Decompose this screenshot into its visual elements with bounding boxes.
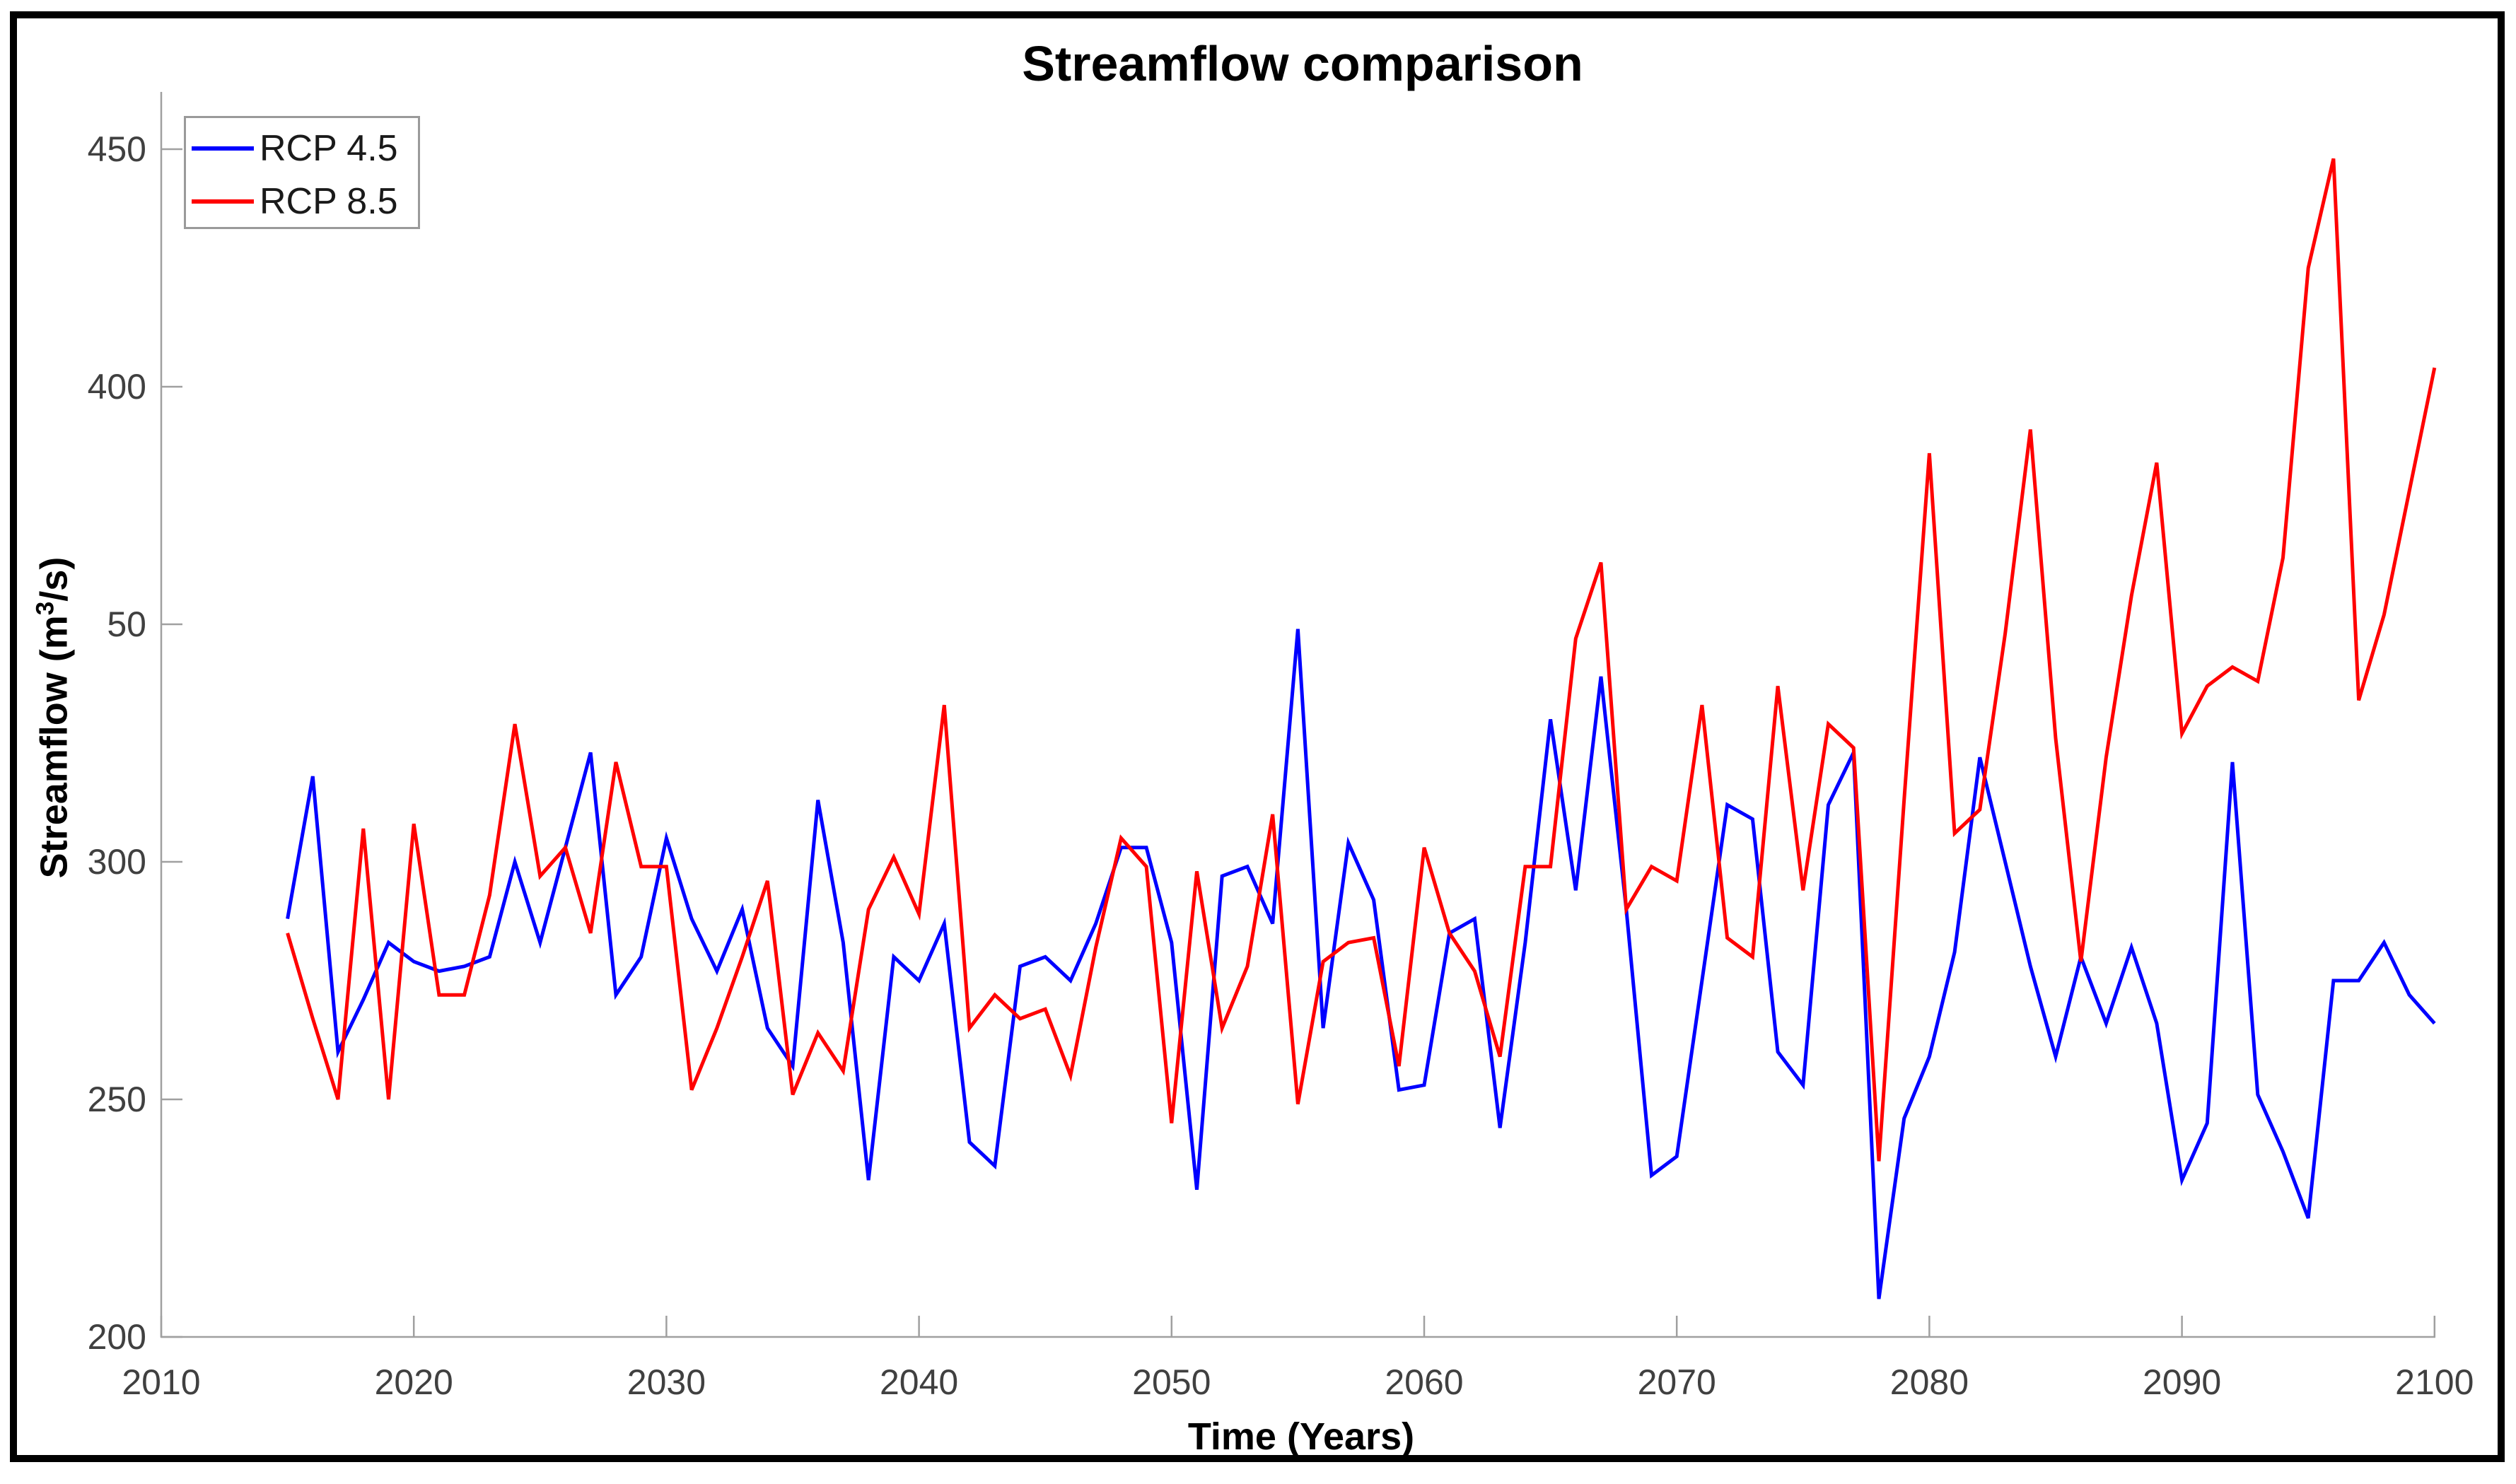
legend-entry-rcp45: RCP 4.5 [186,128,418,169]
x-tick-label: 2030 [627,1362,706,1402]
y-tick-label: 250 [88,1080,146,1119]
x-tick-label: 2050 [1132,1362,1211,1402]
y-tick-label: 50 [107,604,146,644]
legend-label-rcp85: RCP 8.5 [260,181,398,222]
y-tick-label: 200 [88,1317,146,1357]
legend-box: RCP 4.5 RCP 8.5 [184,116,420,229]
series-line-rcp8.5 [286,158,2437,1162]
x-tick-label: 2070 [1638,1362,1716,1402]
x-tick-label: 2020 [375,1362,453,1402]
legend-label-rcp45: RCP 4.5 [260,128,398,169]
series-line-rcp4.5 [286,629,2436,1299]
y-tick-label: 300 [88,842,146,882]
chart-title: Streamflow comparison [1022,36,1583,91]
x-tick-label: 2080 [1890,1362,1969,1402]
x-tick-label: 2040 [880,1362,958,1402]
tick-labels: 2010 2020 2030 2040 2050 2060 2070 2080 2090 2100… [88,129,2474,1402]
data-series [286,158,2437,1299]
y-tick-label: 400 [88,367,146,407]
legend-entry-rcp85: RCP 8.5 [186,181,418,222]
axes [160,92,2436,1338]
figure-border [10,11,2505,1462]
x-tick-label: 2010 [122,1362,200,1402]
x-tick-label: 2060 [1385,1362,1463,1402]
x-axis-label: Time (Years) [1187,1415,1415,1458]
x-tick-label: 2090 [2143,1362,2221,1402]
y-tick-label: 450 [88,129,146,169]
x-tick-label: 2100 [2395,1362,2474,1402]
legend-line-sample-rcp45 [192,146,254,151]
legend-line-sample-rcp85 [192,199,254,204]
